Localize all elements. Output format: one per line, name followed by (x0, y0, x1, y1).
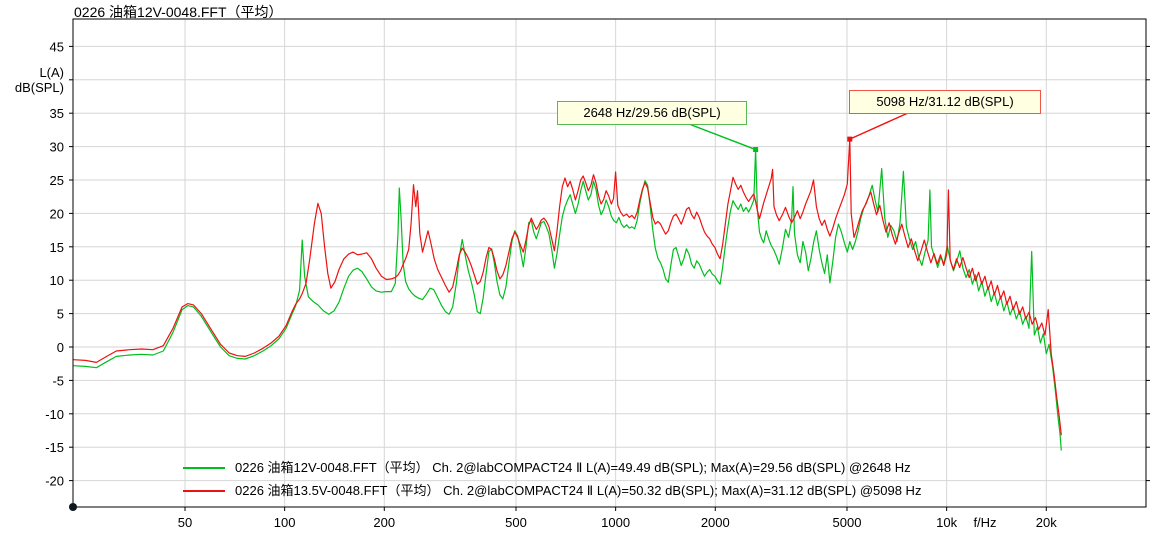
series-green-curve (73, 148, 1062, 451)
x-tick-label: 20k (1036, 515, 1057, 530)
peak-annotation-green[interactable]: 2648 Hz/29.56 dB(SPL) (557, 101, 747, 125)
x-tick-label: 500 (505, 515, 527, 530)
x-tick-label: 100 (274, 515, 296, 530)
y-tick-label: -10 (45, 407, 64, 422)
y-axis-unit-label: dB(SPL) (15, 80, 64, 95)
legend-row-red: 0226 油箱13.5V-0048.FFT（平均） Ch. 2@labCOMPA… (183, 479, 921, 502)
y-tick-label: 25 (50, 173, 64, 188)
y-tick-label: 20 (50, 206, 64, 221)
x-axis-unit-label: f/Hz (973, 515, 996, 530)
y-tick-label: 5 (57, 307, 64, 322)
x-tick-label: 50 (178, 515, 192, 530)
y-tick-label: 10 (50, 273, 64, 288)
y-tick-label: 45 (50, 39, 64, 54)
x-tick-label: 10k (936, 515, 957, 530)
y-tick-label: 35 (50, 106, 64, 121)
y-tick-label: 0 (57, 340, 64, 355)
peak-annotation-red[interactable]: 5098 Hz/31.12 dB(SPL) (849, 90, 1041, 114)
y-axis-unit-label: L(A) (39, 65, 64, 80)
y-tick-label: 30 (50, 140, 64, 155)
y-tick-label: -5 (52, 373, 64, 388)
legend-line-green-icon (183, 466, 225, 469)
y-tick-label: -15 (45, 440, 64, 455)
y-tick-label: -20 (45, 474, 64, 489)
annotation-leader-line (849, 112, 909, 140)
series-red-curve (73, 138, 1062, 436)
annotation-leader-line (688, 123, 756, 151)
legend-label-red: 0226 油箱13.5V-0048.FFT（平均） Ch. 2@labCOMPA… (235, 483, 922, 498)
legend-label-green: 0226 油箱12V-0048.FFT（平均） Ch. 2@labCOMPACT… (235, 460, 911, 475)
y-tick-label: 15 (50, 240, 64, 255)
chart-title: 0226 油箱12V-0048.FFT（平均） (74, 4, 283, 20)
peak-marker (753, 147, 759, 153)
x-tick-label: 5000 (833, 515, 862, 530)
origin-dot (69, 503, 77, 511)
x-tick-label: 200 (373, 515, 395, 530)
x-tick-label: 2000 (701, 515, 730, 530)
legend: 0226 油箱12V-0048.FFT（平均） Ch. 2@labCOMPACT… (183, 456, 921, 502)
plot-frame (72, 18, 1147, 508)
x-tick-label: 1000 (601, 515, 630, 530)
legend-line-red-icon (183, 489, 225, 492)
peak-marker (847, 136, 853, 142)
legend-row-green: 0226 油箱12V-0048.FFT（平均） Ch. 2@labCOMPACT… (183, 456, 921, 479)
